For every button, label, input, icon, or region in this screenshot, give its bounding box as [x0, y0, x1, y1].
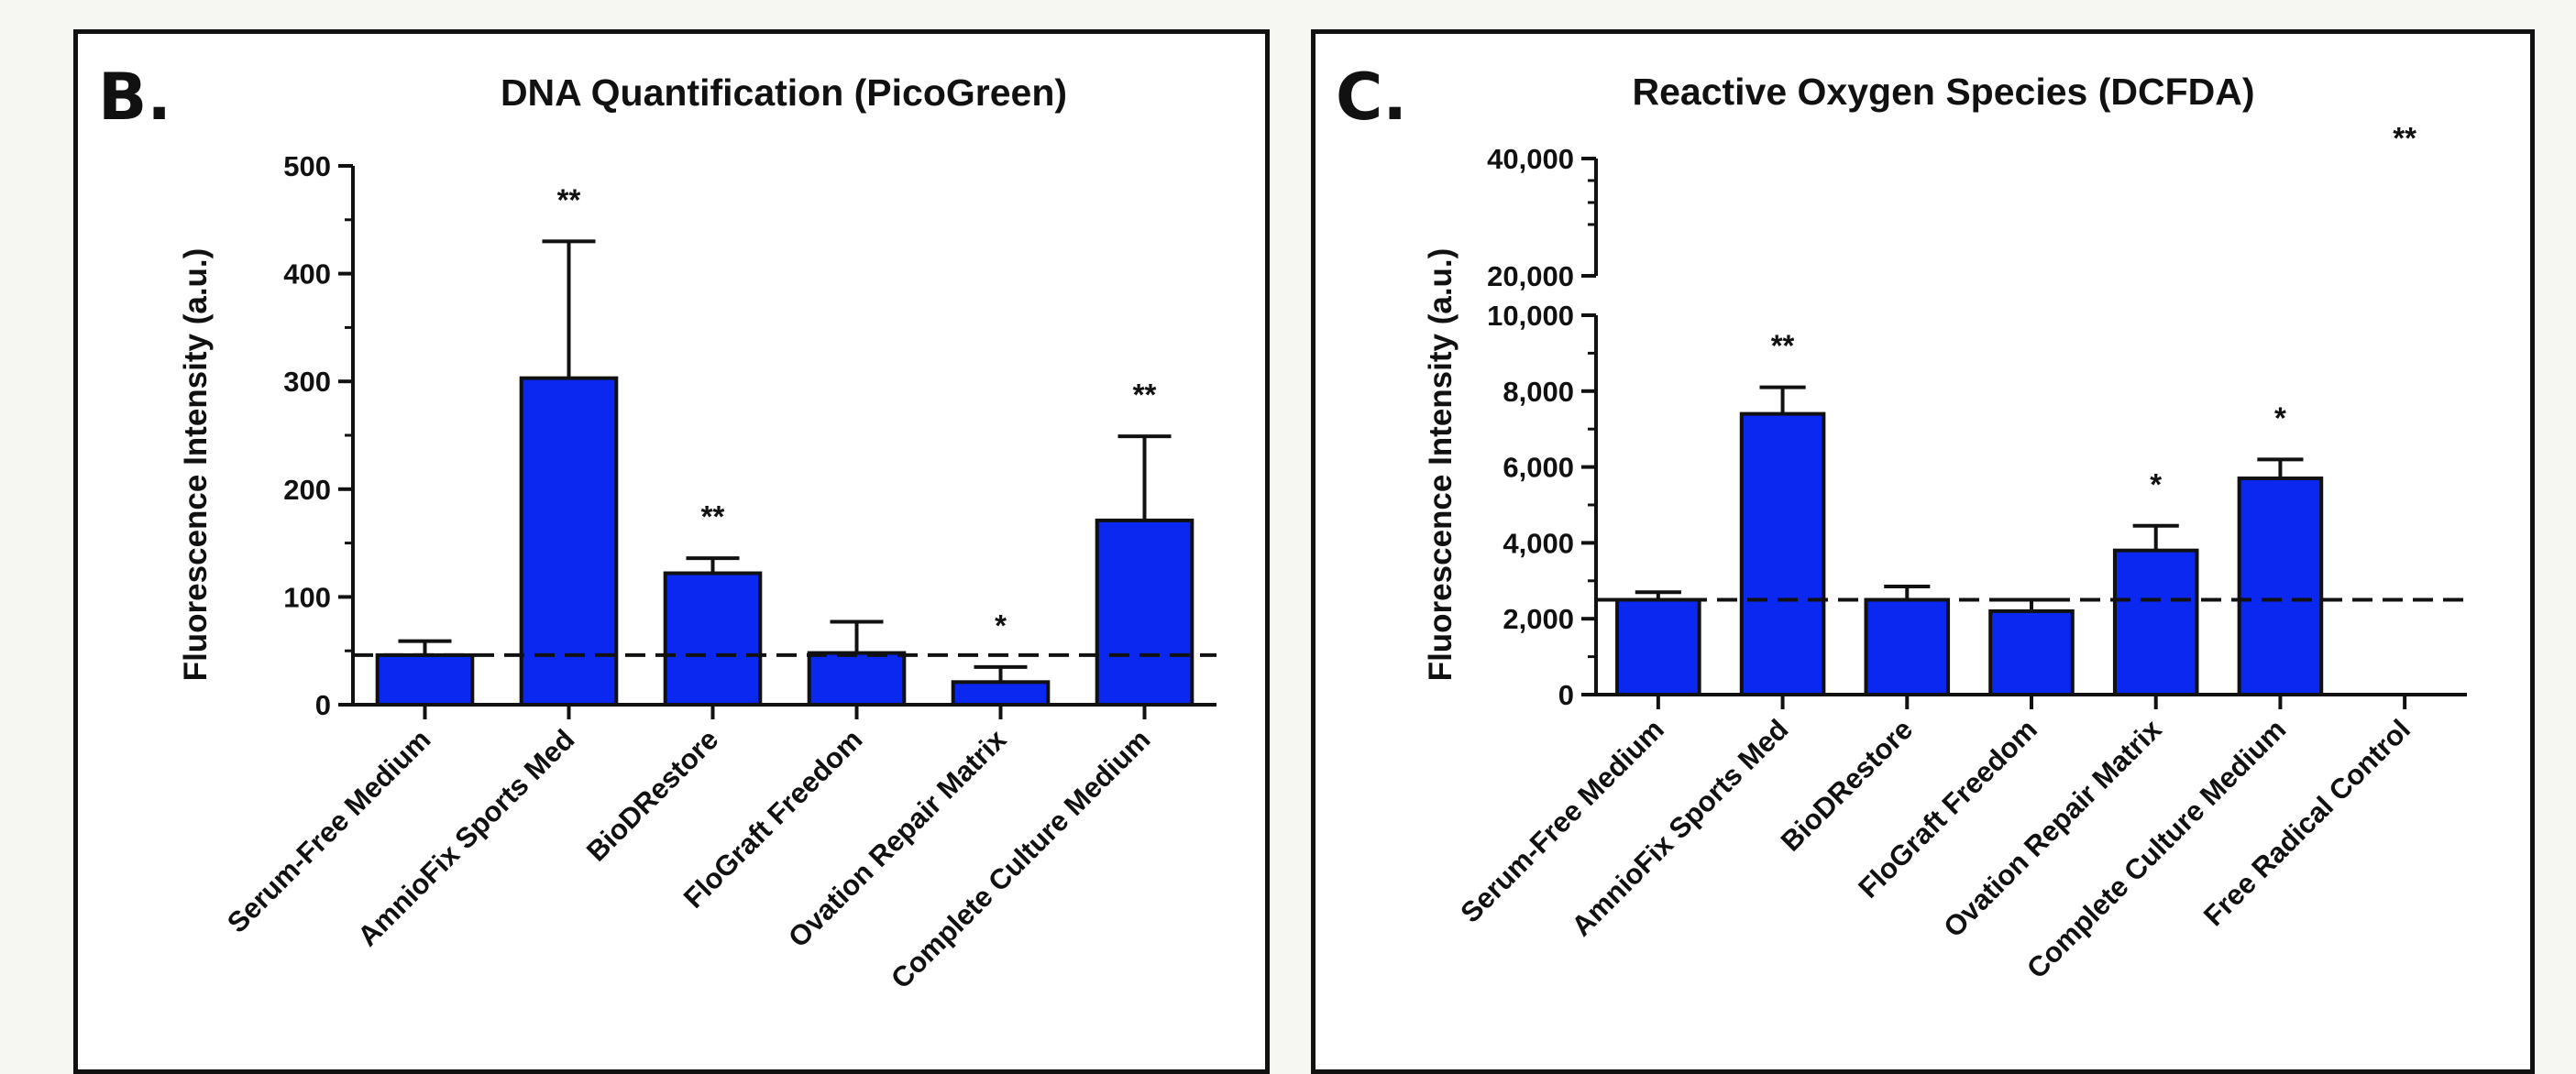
panel-label: B. — [98, 60, 171, 135]
x-category-label: Complete Culture Medium — [885, 723, 1156, 994]
panel-b: B. DNA Quantification (PicoGreen) Fluore… — [73, 29, 1270, 1074]
chart-title: DNA Quantification (PicoGreen) — [501, 71, 1067, 114]
bar — [1615, 597, 1701, 696]
x-category-label: BioDRestore — [580, 723, 725, 868]
bar — [2237, 477, 2324, 696]
y-tick-label: 0 — [315, 689, 331, 721]
y-tick-label: 200 — [283, 474, 331, 506]
y-tick-label: 20,000 — [1487, 260, 1574, 292]
significance-marker: * — [2274, 400, 2286, 434]
significance-marker: ** — [1133, 378, 1157, 411]
bar — [1095, 518, 1194, 707]
y-tick-label: 6,000 — [1503, 452, 1574, 484]
panel-label: C. — [1336, 60, 1407, 135]
bar — [2112, 548, 2199, 696]
y-tick-label: 4,000 — [1503, 527, 1574, 559]
y-axis-label: Fluorescence Intensity (a.u.) — [1423, 248, 1459, 682]
x-category-label: Serum-Free Medium — [1454, 713, 1669, 928]
significance-marker: ** — [2393, 121, 2416, 155]
panel-c: C. Reactive Oxygen Species (DCFDA) Fluor… — [1311, 29, 2535, 1074]
significance-marker: ** — [1771, 329, 1795, 363]
y-tick-label: 300 — [283, 366, 331, 398]
significance-marker: * — [2150, 467, 2162, 501]
significance-marker: ** — [557, 182, 581, 216]
y-axis-label: Fluorescence Intensity (a.u.) — [178, 248, 214, 682]
x-category-label: AmnioFix Sports Med — [1565, 713, 1794, 942]
chart-dna-quantification: DNA Quantification (PicoGreen) Fluoresce… — [178, 71, 1216, 995]
bar — [951, 680, 1051, 707]
y-tick-label: 40,000 — [1487, 143, 1574, 175]
significance-marker: ** — [701, 499, 725, 533]
y-tick-label: 100 — [283, 581, 331, 613]
bar — [375, 652, 475, 707]
bar — [1739, 411, 1826, 696]
y-tick-label: 500 — [283, 150, 331, 182]
significance-marker: * — [995, 608, 1007, 642]
bar — [663, 571, 763, 707]
x-category-label: Free Radical Control — [2197, 713, 2416, 932]
chart-reactive-oxygen-species: Reactive Oxygen Species (DCFDA) Fluoresc… — [1423, 71, 2467, 985]
bar — [1864, 597, 1951, 696]
x-category-label: Complete Culture Medium — [2020, 713, 2292, 984]
bar — [1988, 608, 2075, 696]
y-tick-label: 8,000 — [1503, 376, 1574, 408]
y-tick-label: 0 — [1558, 679, 1574, 711]
y-tick-label: 400 — [283, 258, 331, 290]
y-tick-label: 2,000 — [1503, 603, 1574, 635]
x-category-label: Ovation Repair Matrix — [1937, 713, 2168, 944]
chart-title: Reactive Oxygen Species (DCFDA) — [1632, 71, 2254, 113]
y-tick-label: 10,000 — [1487, 300, 1574, 332]
bar — [807, 651, 907, 707]
